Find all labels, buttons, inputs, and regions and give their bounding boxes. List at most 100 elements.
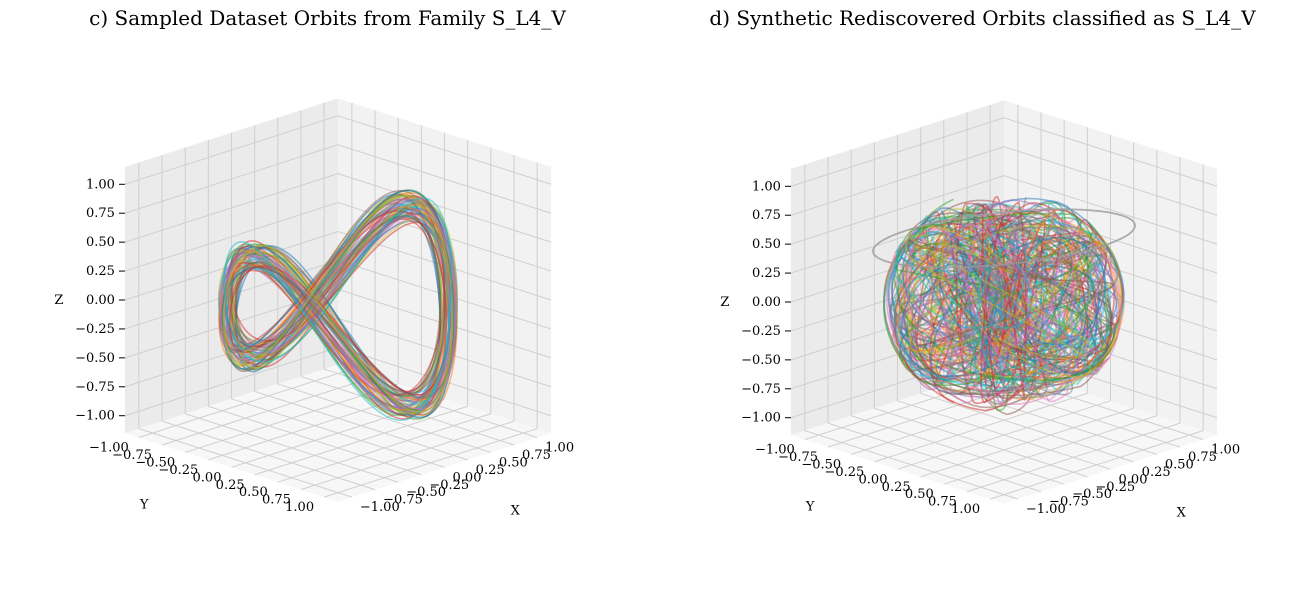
x-tick-label: −0.50 — [406, 485, 446, 500]
z-tick-label: −0.50 — [741, 353, 781, 368]
z-tick-label: −0.25 — [741, 324, 781, 339]
z-tick-label: 0.00 — [86, 293, 115, 308]
y-tick-label: 0.00 — [193, 470, 222, 485]
z-tick-label: 1.00 — [752, 179, 781, 194]
y-tick-label: 0.50 — [905, 487, 934, 502]
orbit-line — [227, 203, 449, 411]
x-tick-label: −0.25 — [1095, 480, 1135, 495]
outlier-orbit — [872, 208, 1136, 269]
orbit-line — [232, 195, 444, 415]
x-tick-label: −0.75 — [1049, 495, 1089, 510]
orbit-line — [230, 221, 446, 397]
orbit-line — [905, 225, 1092, 378]
y-tick-label: −0.75 — [112, 448, 152, 463]
grid-line — [790, 117, 1005, 187]
panel-c: c) Sampled Dataset Orbits from Family S_… — [0, 0, 655, 614]
z-tick-label: 0.50 — [752, 237, 781, 252]
orbit-line — [222, 211, 454, 399]
y-tick-label: −1.00 — [89, 441, 129, 456]
x-tick-label: −0.75 — [383, 493, 423, 508]
grid-line — [124, 144, 339, 214]
z-tick-label: −0.75 — [75, 380, 115, 395]
x-tick-label: −1.00 — [360, 500, 400, 515]
z-tick-label: 1.00 — [86, 177, 115, 192]
grid-line — [138, 428, 353, 498]
grid-line — [161, 420, 376, 491]
chart-3d-c: −1.00−0.75−0.50−0.250.000.250.500.751.00… — [54, 98, 574, 518]
grid-line — [1003, 117, 1218, 187]
x-tick-label: 0.75 — [1188, 450, 1217, 465]
x-tick-label: −0.50 — [1072, 487, 1112, 502]
y-tick-label: 1.00 — [951, 502, 980, 517]
orbit-line — [894, 212, 1112, 382]
z-tick-label: −0.75 — [741, 382, 781, 397]
z-tick-label: −0.25 — [75, 322, 115, 337]
grid-line — [1003, 175, 1218, 245]
grid-line — [1003, 204, 1218, 274]
grid-line — [920, 407, 1134, 478]
grid-line — [966, 422, 1181, 493]
orbits — [872, 195, 1136, 416]
x-tick-label: 0.75 — [522, 448, 551, 463]
y-tick-label: 0.75 — [928, 495, 957, 510]
z-tick-label: 0.75 — [752, 208, 781, 223]
z-tick-label: 0.00 — [752, 295, 781, 310]
grid-line — [989, 430, 1204, 500]
z-tick-label: 0.75 — [86, 206, 115, 221]
y-tick-label: 0.25 — [882, 480, 911, 495]
y-tick-label: −0.50 — [135, 455, 175, 470]
orbit-line — [903, 238, 1093, 360]
y-axis-label: Y — [139, 497, 149, 512]
x-tick-label: −1.00 — [1026, 502, 1066, 517]
grid-line — [943, 415, 1157, 485]
z-axis-label: Z — [54, 293, 63, 308]
z-tick-label: 0.25 — [86, 264, 115, 279]
z-tick-label: −1.00 — [75, 409, 115, 424]
grid-line — [185, 413, 399, 483]
grid-line — [790, 175, 1005, 245]
grid-line — [897, 400, 1111, 470]
grid-line — [208, 405, 422, 476]
y-axis-label: Y — [805, 499, 815, 514]
x-tick-label: 1.00 — [1211, 443, 1240, 458]
grid-line — [337, 144, 552, 214]
grid-line — [851, 415, 1065, 485]
z-axis-label: Z — [720, 295, 729, 310]
orbits — [218, 189, 458, 422]
x-tick-label: 0.00 — [1119, 472, 1148, 487]
y-tick-label: 1.00 — [285, 500, 314, 515]
y-tick-label: 0.50 — [239, 485, 268, 500]
chart-3d-d: −1.00−0.75−0.50−0.250.000.250.500.751.00… — [720, 100, 1240, 520]
y-tick-label: −0.25 — [158, 463, 198, 478]
grid-line — [323, 428, 538, 498]
y-tick-label: 0.00 — [859, 472, 888, 487]
y-tick-label: 0.75 — [262, 493, 291, 508]
x-tick-label: 1.00 — [545, 441, 574, 456]
grid-line — [874, 407, 1088, 478]
z-tick-label: −1.00 — [741, 411, 781, 426]
x-tick-label: 0.50 — [499, 455, 528, 470]
y-tick-label: 0.25 — [216, 478, 245, 493]
grid-line — [254, 405, 468, 476]
orbit-line — [907, 208, 1123, 390]
grid-line — [300, 420, 515, 491]
grid-line — [124, 173, 339, 243]
grid-line — [124, 202, 339, 272]
y-tick-label: −1.00 — [755, 443, 795, 458]
orbit-line — [909, 204, 1114, 393]
z-tick-label: 0.50 — [86, 235, 115, 250]
tick-labels: −1.00−0.75−0.50−0.250.000.250.500.751.00… — [741, 179, 1240, 517]
z-tick-label: 0.25 — [752, 266, 781, 281]
grid-line — [124, 115, 339, 185]
grid-line — [1003, 146, 1218, 216]
tick-labels: −1.00−0.75−0.50−0.250.000.250.500.751.00… — [75, 177, 574, 515]
grid-line — [337, 173, 552, 243]
grid-line — [277, 413, 491, 483]
y-tick-label: −0.25 — [824, 465, 864, 480]
x-axis-label: X — [1177, 505, 1187, 520]
grid-line — [804, 430, 1019, 500]
x-tick-label: 0.25 — [1142, 465, 1171, 480]
chart-title: c) Sampled Dataset Orbits from Family S_… — [89, 6, 566, 30]
orbit-line — [906, 208, 1122, 401]
